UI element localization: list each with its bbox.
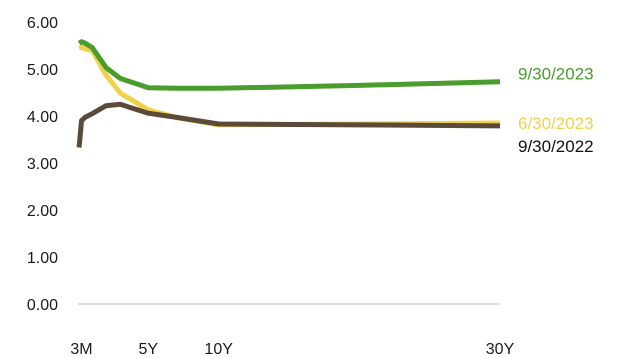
y-tick-label: 3.00 [27,156,58,173]
y-tick-label: 5.00 [27,62,58,79]
x-tick-label: 5Y [139,341,159,358]
series-label: 9/30/2022 [518,137,594,156]
series-line [76,101,501,148]
x-axis: 3M 5Y 10Y 30Y [70,341,514,358]
series-label: 6/30/2023 [518,114,594,133]
y-tick-label: 2.00 [27,203,58,220]
series-line [77,39,501,91]
y-tick-label: 0.00 [27,297,58,314]
y-axis: 0.00 1.00 2.00 3.00 4.00 5.00 6.00 [27,15,58,314]
y-tick-label: 6.00 [27,15,58,32]
y-tick-label: 1.00 [27,250,58,267]
y-tick-label: 4.00 [27,109,58,126]
x-tick-label: 30Y [486,341,515,358]
series-label: 9/30/2023 [518,65,594,84]
x-tick-label: 3M [70,341,92,358]
series-lines [76,39,501,148]
series-labels: 9/30/2023 6/30/2023 9/30/2022 [518,65,594,156]
x-tick-label: 10Y [204,341,233,358]
